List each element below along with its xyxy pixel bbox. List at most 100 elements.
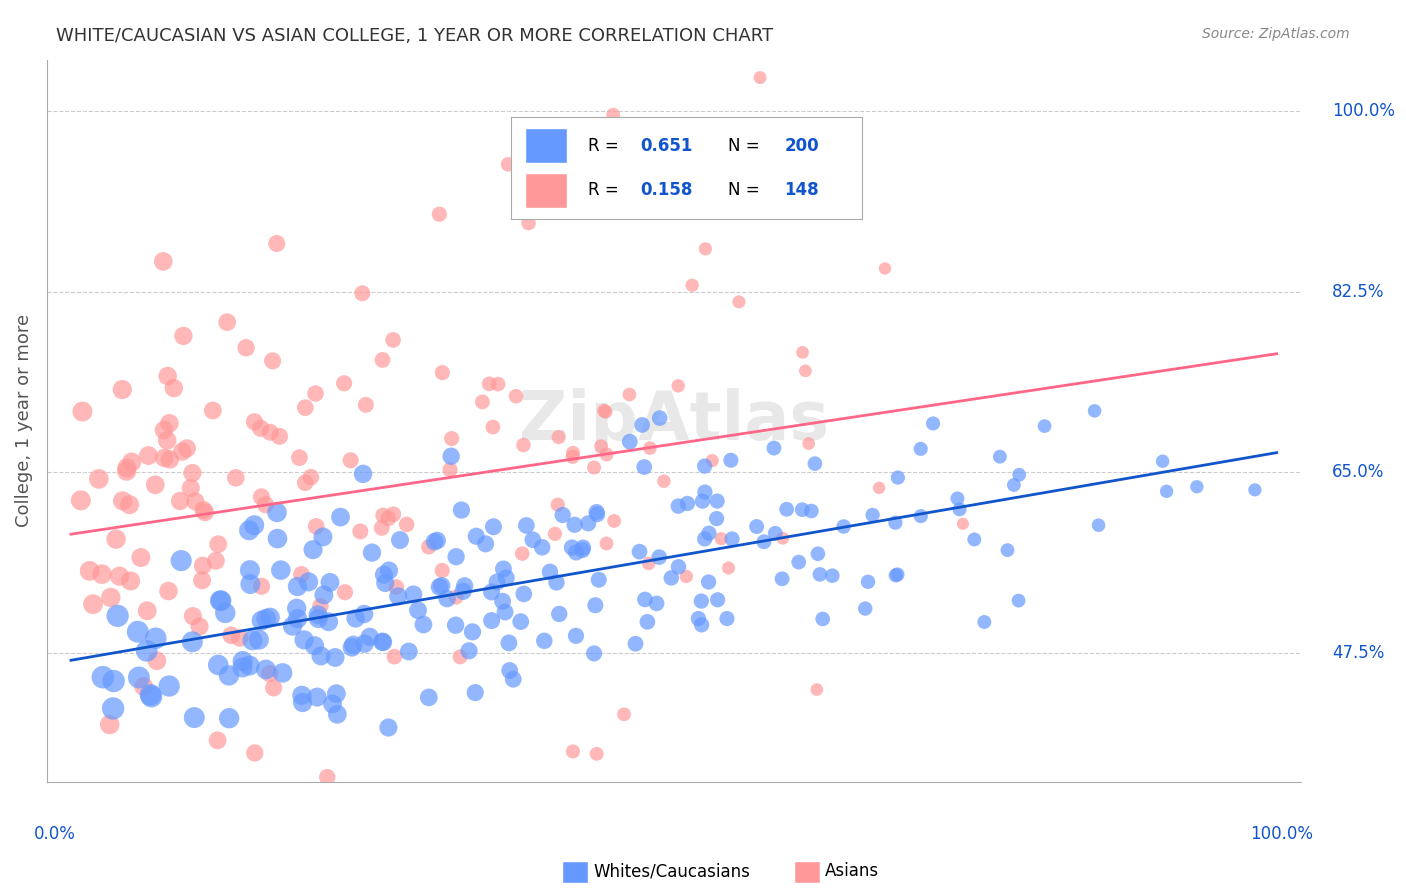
Point bbox=[692, 494, 714, 508]
Point bbox=[243, 415, 266, 429]
Point bbox=[561, 744, 583, 758]
Point bbox=[775, 502, 797, 516]
Point bbox=[561, 541, 583, 555]
Point bbox=[101, 701, 124, 715]
Point bbox=[631, 417, 654, 432]
Point bbox=[387, 590, 409, 604]
Point bbox=[595, 447, 617, 461]
Point bbox=[340, 640, 363, 655]
Point bbox=[595, 536, 617, 550]
Point bbox=[436, 591, 458, 606]
Point bbox=[271, 665, 294, 680]
Point bbox=[169, 494, 191, 508]
Point bbox=[371, 521, 394, 535]
Point bbox=[207, 537, 229, 551]
Point bbox=[444, 590, 467, 604]
Point bbox=[461, 624, 484, 639]
Text: 47.5%: 47.5% bbox=[1331, 644, 1385, 662]
Point bbox=[450, 503, 472, 517]
Point bbox=[111, 494, 134, 508]
Point bbox=[546, 575, 568, 590]
Point bbox=[412, 617, 434, 632]
Point bbox=[571, 543, 593, 558]
Point bbox=[576, 516, 599, 531]
Point bbox=[157, 584, 180, 599]
Text: 0.0%: 0.0% bbox=[34, 825, 76, 844]
Point bbox=[138, 449, 160, 463]
Point bbox=[242, 633, 264, 648]
Point bbox=[548, 607, 571, 621]
Point bbox=[172, 444, 194, 458]
Point bbox=[666, 499, 689, 513]
Point bbox=[359, 630, 381, 644]
Point bbox=[706, 592, 728, 607]
Point bbox=[172, 329, 194, 343]
Point bbox=[292, 632, 315, 647]
Point bbox=[690, 594, 713, 608]
Point bbox=[214, 606, 236, 620]
Point bbox=[561, 450, 583, 464]
Point bbox=[254, 612, 277, 626]
Point bbox=[645, 596, 668, 610]
Point bbox=[603, 514, 626, 528]
Point bbox=[159, 452, 181, 467]
Point bbox=[250, 579, 273, 593]
Point bbox=[307, 690, 329, 704]
Point bbox=[811, 612, 834, 626]
Point bbox=[482, 520, 505, 534]
Point bbox=[344, 611, 367, 625]
Point bbox=[453, 579, 475, 593]
Point bbox=[322, 697, 344, 711]
Point bbox=[229, 631, 252, 645]
Point bbox=[585, 505, 607, 519]
Point bbox=[602, 108, 624, 122]
Point bbox=[963, 533, 986, 547]
Point bbox=[294, 475, 316, 490]
Point bbox=[305, 519, 328, 533]
Point bbox=[832, 519, 855, 533]
Point bbox=[91, 567, 114, 582]
Point bbox=[513, 587, 536, 601]
Point bbox=[382, 333, 405, 347]
Point bbox=[333, 376, 356, 391]
Point bbox=[585, 747, 607, 761]
Point bbox=[997, 543, 1019, 558]
Point bbox=[583, 599, 606, 613]
Point bbox=[973, 615, 995, 629]
Point bbox=[231, 660, 253, 674]
Point bbox=[353, 637, 375, 651]
Point bbox=[128, 670, 150, 684]
Point bbox=[471, 395, 494, 409]
Point bbox=[562, 446, 585, 460]
Point bbox=[153, 450, 176, 465]
Point bbox=[239, 577, 262, 591]
Point bbox=[382, 507, 405, 521]
Point bbox=[373, 567, 395, 582]
Point bbox=[593, 403, 616, 417]
Point bbox=[636, 615, 658, 629]
Point bbox=[270, 563, 292, 577]
Point bbox=[373, 508, 395, 523]
Point bbox=[207, 733, 229, 747]
Point bbox=[152, 254, 174, 268]
Point bbox=[572, 541, 595, 555]
Point bbox=[538, 565, 561, 579]
Point bbox=[371, 635, 394, 649]
Point bbox=[339, 453, 361, 467]
Point bbox=[922, 417, 945, 431]
Point bbox=[619, 387, 641, 401]
Point bbox=[486, 377, 509, 392]
Text: WHITE/CAUCASIAN VS ASIAN COLLEGE, 1 YEAR OR MORE CORRELATION CHART: WHITE/CAUCASIAN VS ASIAN COLLEGE, 1 YEAR… bbox=[56, 27, 773, 45]
Point bbox=[388, 533, 411, 547]
Point bbox=[238, 523, 260, 537]
Point bbox=[398, 644, 420, 658]
Point bbox=[218, 711, 240, 725]
Point bbox=[288, 450, 311, 465]
Point bbox=[217, 315, 239, 329]
Point bbox=[439, 463, 461, 477]
Point bbox=[291, 696, 314, 710]
Point bbox=[583, 460, 606, 475]
Point bbox=[188, 619, 211, 633]
Point bbox=[633, 460, 655, 475]
Text: Asians: Asians bbox=[825, 863, 879, 880]
